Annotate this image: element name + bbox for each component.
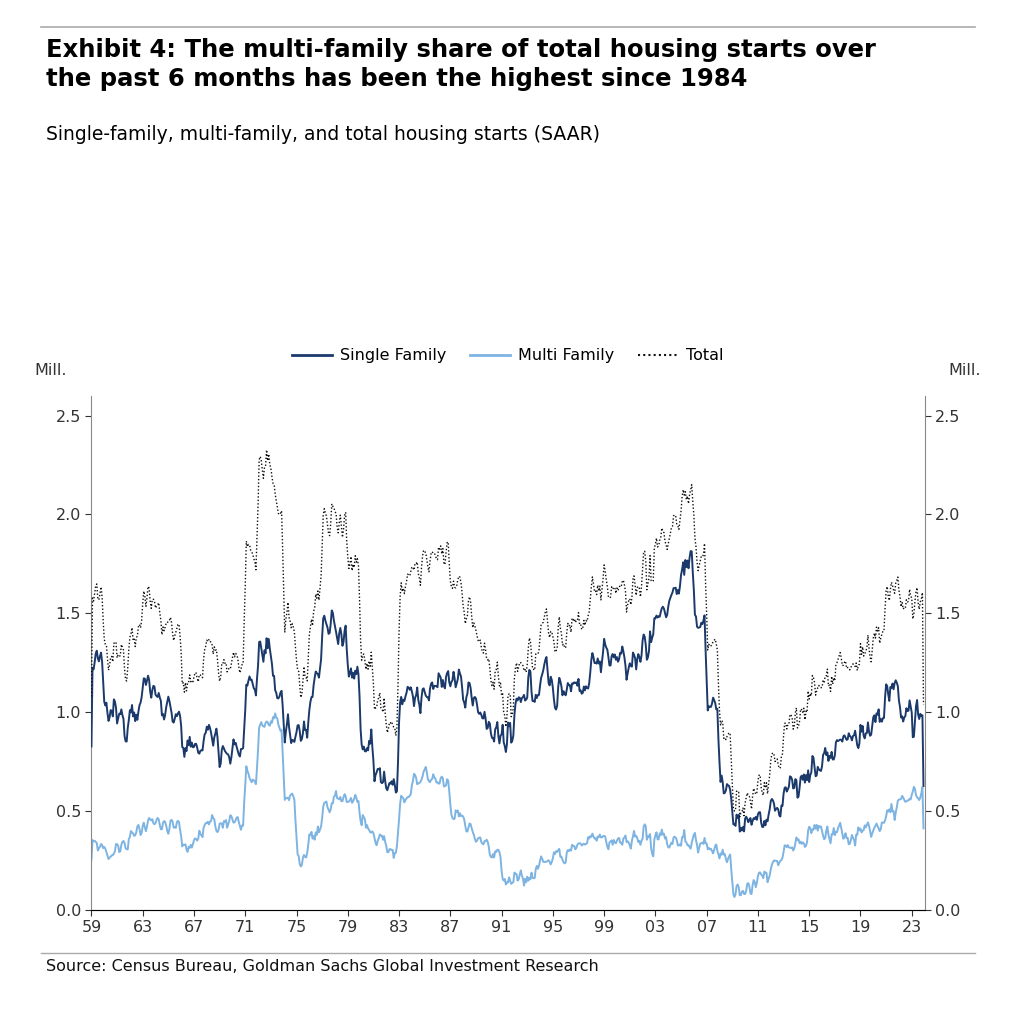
Text: Source: Census Bureau, Goldman Sachs Global Investment Research: Source: Census Bureau, Goldman Sachs Glo…	[46, 959, 598, 975]
Text: Mill.: Mill.	[35, 363, 67, 377]
Text: Exhibit 4: The multi-family share of total housing starts over
the past 6 months: Exhibit 4: The multi-family share of tot…	[46, 38, 876, 90]
Legend: Single Family, Multi Family, Total: Single Family, Multi Family, Total	[285, 342, 731, 370]
Text: Mill.: Mill.	[949, 363, 981, 377]
Text: Single-family, multi-family, and total housing starts (SAAR): Single-family, multi-family, and total h…	[46, 125, 599, 144]
